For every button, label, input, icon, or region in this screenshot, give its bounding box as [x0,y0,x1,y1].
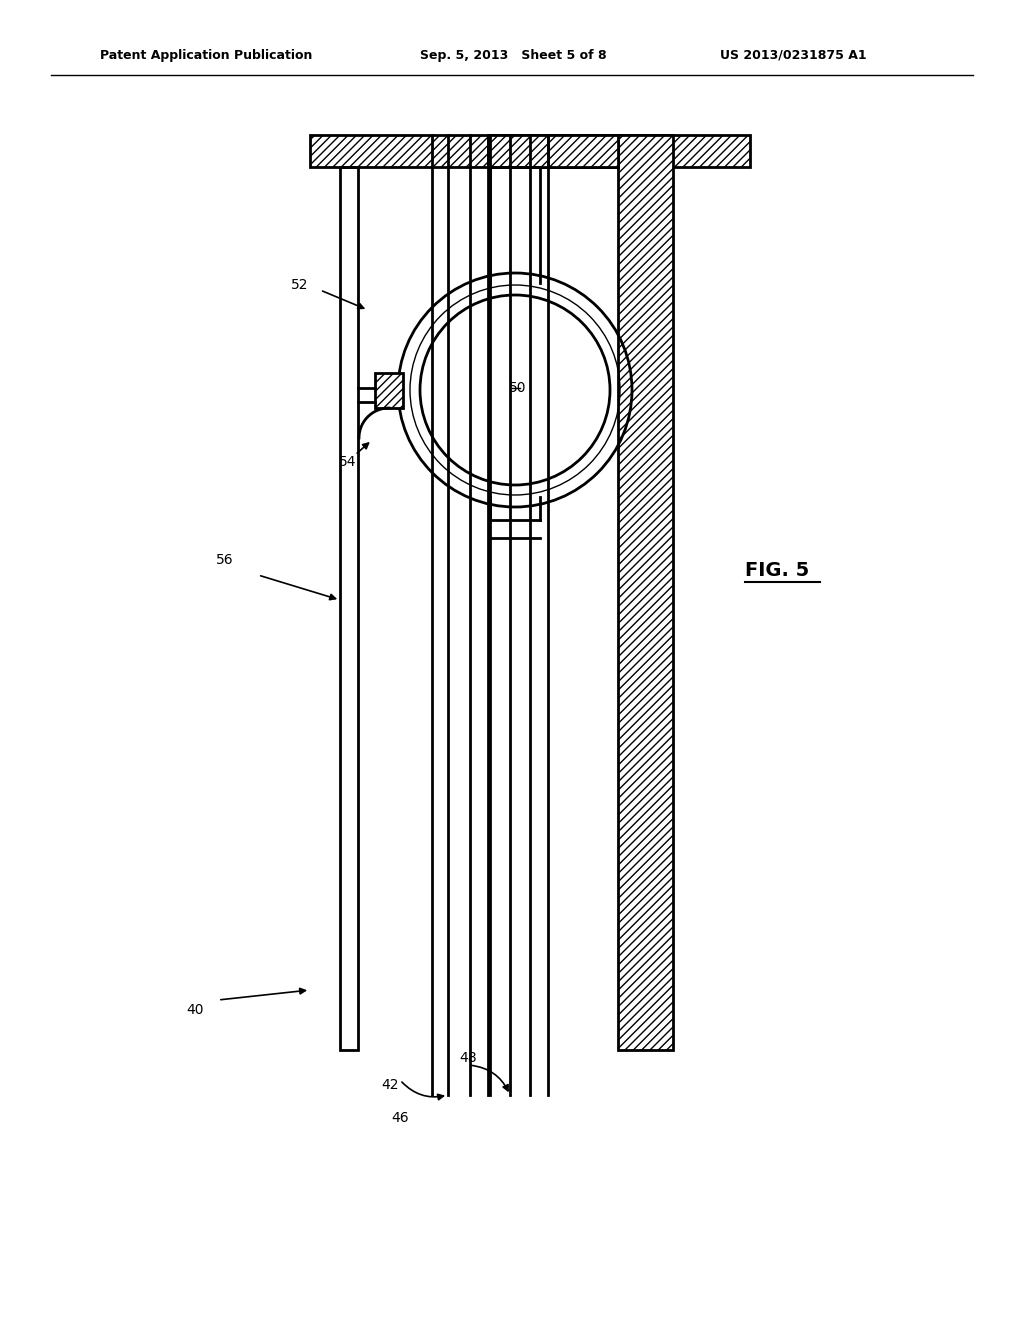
Polygon shape [488,135,618,168]
Circle shape [420,294,610,484]
Text: Patent Application Publication: Patent Application Publication [100,49,312,62]
Text: 52: 52 [291,279,309,292]
Text: 40: 40 [186,1003,204,1016]
Polygon shape [548,135,618,168]
Text: 48: 48 [459,1051,477,1065]
Text: US 2013/0231875 A1: US 2013/0231875 A1 [720,49,866,62]
Text: 50: 50 [509,381,526,395]
Text: FIG. 5: FIG. 5 [745,561,809,579]
Text: 56: 56 [216,553,233,568]
Polygon shape [310,135,750,168]
Text: 54: 54 [339,455,356,469]
Polygon shape [618,135,673,1049]
Polygon shape [375,374,403,408]
Text: 42: 42 [381,1078,398,1092]
Text: 46: 46 [391,1111,409,1125]
Text: Sep. 5, 2013   Sheet 5 of 8: Sep. 5, 2013 Sheet 5 of 8 [420,49,606,62]
